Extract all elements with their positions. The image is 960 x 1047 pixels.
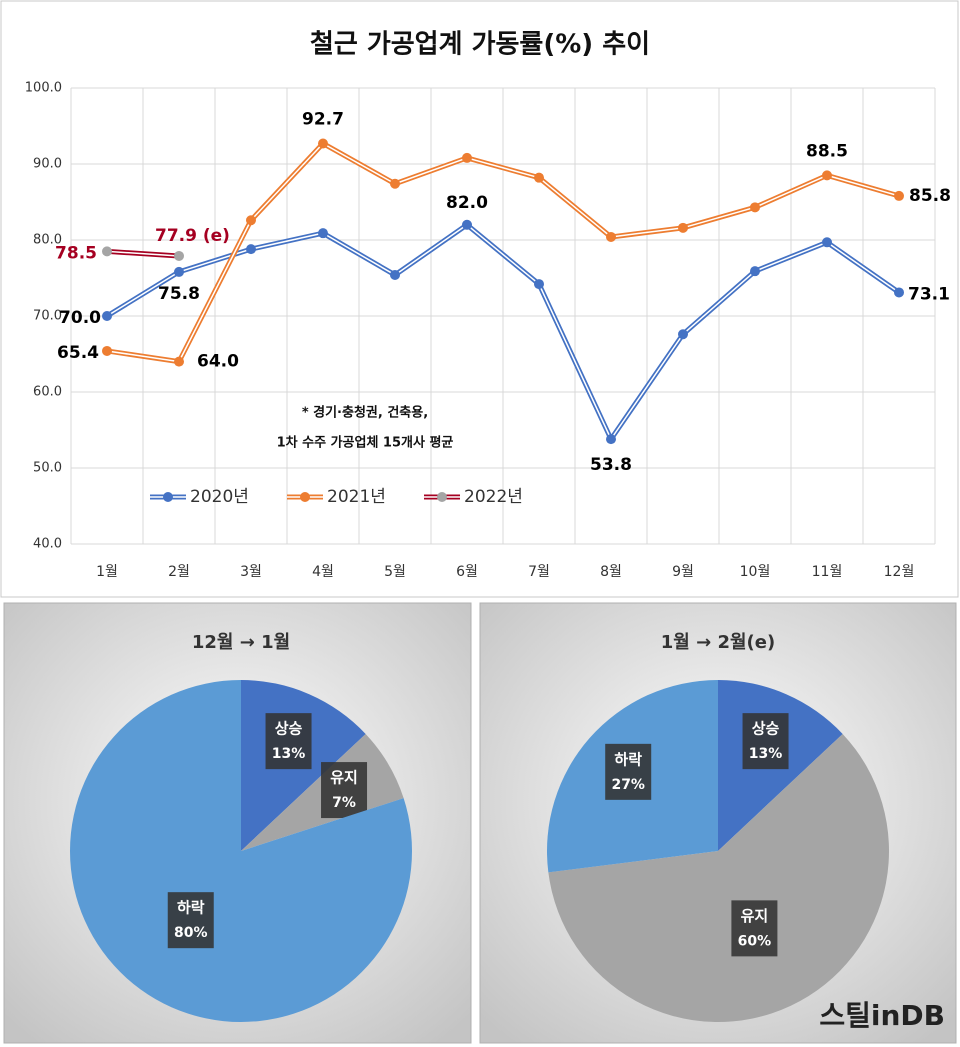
label-box xyxy=(605,743,652,800)
marker xyxy=(750,266,760,277)
marker xyxy=(318,228,328,239)
slice-label: 하락 xyxy=(177,899,205,917)
slice-value: 27% xyxy=(611,777,645,793)
marker xyxy=(246,244,256,255)
marker xyxy=(462,219,472,230)
data-label: 65.4 xyxy=(57,343,99,363)
x-tick-label: 8월 xyxy=(600,564,622,580)
marker xyxy=(390,269,400,280)
slice-label: 유지 xyxy=(330,769,358,787)
x-tick-label: 9월 xyxy=(672,564,694,580)
slice-value: 13% xyxy=(749,746,783,762)
x-tick-label: 6월 xyxy=(456,564,478,580)
y-tick-label: 40.0 xyxy=(33,537,62,552)
label-box xyxy=(265,713,312,770)
marker xyxy=(894,287,904,298)
annotation: * 경기·충청권, 건축용, xyxy=(302,405,428,421)
marker xyxy=(534,279,544,290)
data-label: 53.8 xyxy=(590,455,632,475)
data-label: 82.0 xyxy=(446,193,488,213)
marker xyxy=(822,170,832,181)
data-label: 75.8 xyxy=(158,284,200,304)
marker xyxy=(318,138,328,149)
marker xyxy=(534,172,544,183)
marker xyxy=(174,250,184,261)
data-label: 92.7 xyxy=(302,109,344,129)
series-line-inner xyxy=(106,250,180,257)
y-tick-label: 100.0 xyxy=(25,81,62,96)
line-panel xyxy=(0,0,959,598)
legend-label: 2022년 xyxy=(464,487,523,507)
label-box xyxy=(731,900,778,957)
y-tick-label: 80.0 xyxy=(33,233,62,248)
x-tick-label: 3월 xyxy=(240,564,262,580)
marker xyxy=(678,329,688,340)
marker xyxy=(102,311,112,321)
data-label: 88.5 xyxy=(806,141,848,161)
pie-title: 1월 → 2월(e) xyxy=(661,632,775,653)
legend-marker xyxy=(437,492,447,502)
slice-value: 80% xyxy=(174,925,208,941)
logo: 스틸inDB xyxy=(819,999,945,1032)
slice-label: 상승 xyxy=(752,720,780,738)
marker xyxy=(102,246,112,257)
x-tick-label: 5월 xyxy=(384,564,406,580)
x-tick-label: 12월 xyxy=(884,564,915,580)
y-tick-label: 50.0 xyxy=(33,461,62,476)
chart-title: 철근 가공업계 가동률(%) 추이 xyxy=(310,30,650,60)
marker xyxy=(606,231,616,242)
legend-marker xyxy=(300,492,310,502)
pie-slice xyxy=(70,680,412,1022)
slice-label: 하락 xyxy=(614,750,642,768)
marker xyxy=(750,202,760,213)
legend-label: 2020년 xyxy=(190,487,249,507)
x-tick-label: 2월 xyxy=(168,564,190,580)
marker xyxy=(390,178,400,189)
data-label: 85.8 xyxy=(909,186,951,206)
label-box xyxy=(742,713,789,770)
data-label: 77.9 (e) xyxy=(155,226,230,246)
slice-value: 60% xyxy=(738,933,772,949)
marker xyxy=(606,434,616,445)
legend-marker xyxy=(163,492,173,502)
annotation: 1차 수주 가공업체 15개사 평균 xyxy=(277,435,454,451)
x-tick-label: 7월 xyxy=(528,564,550,580)
data-label: 70.0 xyxy=(59,308,101,328)
pie-slice xyxy=(548,733,890,1022)
legend-label: 2021년 xyxy=(327,487,386,507)
marker xyxy=(678,222,688,233)
slice-value: 13% xyxy=(272,746,306,762)
x-tick-label: 10월 xyxy=(740,564,771,580)
slice-value: 7% xyxy=(332,795,356,811)
data-label: 64.0 xyxy=(197,352,239,372)
slice-label: 유지 xyxy=(741,907,769,925)
x-tick-label: 1월 xyxy=(96,564,118,580)
y-tick-label: 60.0 xyxy=(33,385,62,400)
y-tick-label: 90.0 xyxy=(33,157,62,172)
data-label: 73.1 xyxy=(908,284,950,304)
data-label: 78.5 xyxy=(55,243,97,263)
marker xyxy=(462,152,472,163)
marker xyxy=(894,190,904,201)
marker xyxy=(102,345,112,356)
marker xyxy=(246,215,256,226)
marker xyxy=(822,237,832,248)
marker xyxy=(174,356,184,367)
x-tick-label: 11월 xyxy=(812,564,843,580)
series-line-inner xyxy=(106,224,900,440)
y-tick-label: 70.0 xyxy=(33,309,62,324)
marker xyxy=(174,266,184,277)
pie-title: 12월 → 1월 xyxy=(192,632,290,653)
label-box xyxy=(167,892,214,949)
series-line-inner xyxy=(106,142,900,363)
label-box xyxy=(321,762,368,819)
slice-label: 상승 xyxy=(275,720,303,738)
x-tick-label: 4월 xyxy=(312,564,334,580)
